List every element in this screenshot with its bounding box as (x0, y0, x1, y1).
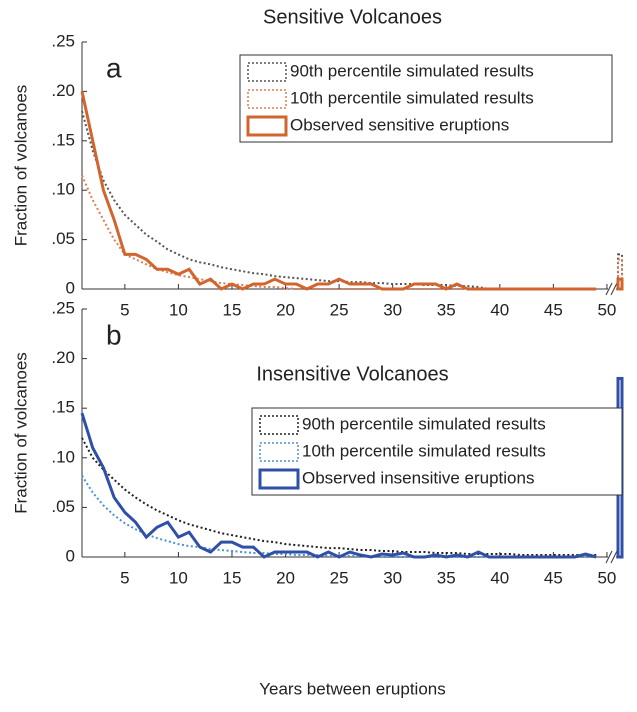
y-tick-label: .20 (51, 81, 75, 100)
x-tick-label: 10 (169, 568, 188, 587)
y-tick-label: .15 (51, 130, 75, 149)
series-line (80, 91, 597, 291)
panel-label: b (106, 319, 122, 350)
legend-key (246, 115, 288, 137)
axis-break (605, 282, 613, 296)
x-tick-label: 30 (383, 300, 402, 319)
x-tick-label: 50 (597, 300, 616, 319)
x-tick-label: 15 (223, 300, 242, 319)
axis-break (605, 550, 613, 564)
y-axis-label: Fraction of volcanoes (11, 352, 30, 514)
legend-label: Observed insensitive eruptions (302, 468, 534, 487)
y-tick-label: .05 (51, 497, 75, 516)
chart-title: Insensitive Volcanoes (256, 363, 448, 385)
axis-break-gap (608, 283, 616, 295)
legend-box (251, 407, 623, 496)
x-tick-label: 35 (437, 300, 456, 319)
x-tick-label: 5 (120, 568, 129, 587)
y-axis-label: Fraction of volcanoes (11, 85, 30, 247)
x-tick-label: 50 (597, 568, 616, 587)
axis-break (610, 550, 618, 564)
x-tick-label: 30 (383, 568, 402, 587)
series-line (81, 437, 597, 557)
legend-label: 90th percentile simulated results (302, 414, 546, 433)
legend-box (239, 54, 613, 143)
x-tick-label: 10 (169, 300, 188, 319)
y-tick-label: .05 (51, 229, 75, 248)
x-tick-label: 45 (544, 300, 563, 319)
y-tick-label: .25 (51, 31, 75, 50)
overflow-bar (616, 277, 624, 291)
x-tick-label: 20 (276, 568, 295, 587)
x-tick-label: 40 (490, 300, 509, 319)
axis-break-gap (608, 551, 616, 563)
legend-key (258, 468, 300, 490)
axis-break (610, 282, 618, 296)
panel-label: a (106, 52, 122, 83)
legend-label: 90th percentile simulated results (290, 61, 534, 80)
legend-label: 10th percentile simulated results (302, 441, 546, 460)
y-tick-label: 0 (66, 546, 75, 565)
series-line (81, 174, 597, 290)
x-tick-label: 25 (330, 568, 349, 587)
x-tick-label: 15 (223, 568, 242, 587)
x-tick-label: 35 (437, 568, 456, 587)
legend: 90th percentile simulated results 10th pe… (239, 54, 613, 143)
legend-label: Observed sensitive eruptions (290, 115, 509, 134)
series-line (80, 412, 597, 559)
y-tick-label: .15 (51, 398, 75, 417)
overflow-bar (617, 258, 623, 290)
chart-title: Sensitive Volcanoes (263, 6, 442, 28)
y-tick-label: .10 (51, 180, 75, 199)
legend: 90th percentile simulated results 10th pe… (251, 407, 623, 496)
y-tick-label: .20 (51, 348, 75, 367)
x-tick-label: 40 (490, 568, 509, 587)
x-tick-label: 20 (276, 300, 295, 319)
legend-label: 10th percentile simulated results (290, 88, 534, 107)
y-tick-label: .25 (51, 298, 75, 317)
series-line (81, 110, 597, 290)
x-tick-label: 25 (330, 300, 349, 319)
y-tick-label: .10 (51, 447, 75, 466)
y-tick-label: 0 (66, 278, 75, 297)
x-tick-label: 45 (544, 568, 563, 587)
x-tick-label: 5 (120, 300, 129, 319)
x-axis-label: Years between eruptions (259, 679, 446, 698)
